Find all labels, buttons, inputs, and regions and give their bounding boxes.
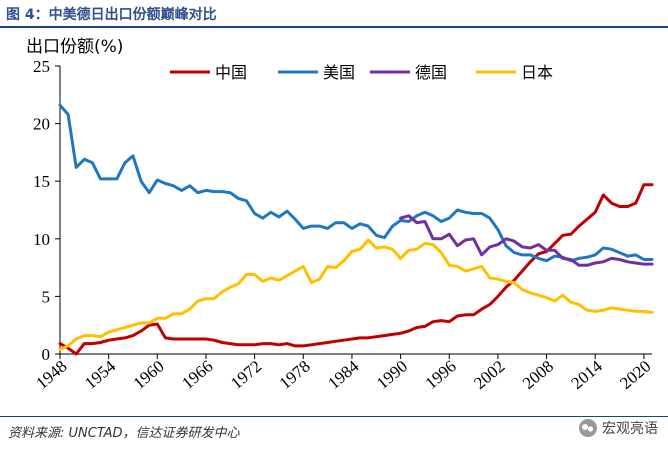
x-tick-label: 1978 bbox=[276, 357, 314, 393]
watermark: 宏观亮语 bbox=[578, 418, 658, 438]
legend-label: 中国 bbox=[215, 63, 247, 82]
series-layer bbox=[58, 103, 654, 356]
x-tick-label: 2020 bbox=[616, 357, 654, 393]
wechat-icon bbox=[579, 419, 597, 437]
x-tick-label: 1954 bbox=[81, 356, 120, 393]
x-tick-label: 2002 bbox=[470, 357, 508, 393]
legend-label: 美国 bbox=[323, 63, 355, 82]
series-line-3 bbox=[58, 238, 654, 351]
x-tick-label: 1966 bbox=[178, 357, 216, 393]
axes: 0 5 10 15 20 25 1948 1954 1960 1966 1972 1978 1984 19… bbox=[32, 57, 654, 393]
series-line-0 bbox=[58, 183, 654, 356]
source-rule bbox=[0, 416, 668, 417]
x-tick-label: 1960 bbox=[130, 357, 168, 393]
title-rule bbox=[0, 26, 668, 28]
x-tick-label: 2014 bbox=[568, 356, 607, 393]
y-tick-label: 25 bbox=[33, 57, 50, 76]
series-line-1 bbox=[58, 103, 654, 263]
y-tick-label: 10 bbox=[33, 230, 50, 249]
series-line-2 bbox=[399, 214, 654, 267]
y-tick-label: 15 bbox=[33, 172, 50, 191]
x-tick-label: 2008 bbox=[519, 357, 557, 393]
x-tick-label: 1972 bbox=[227, 357, 265, 393]
figure-title: 图 4：中美德日出口份额巅峰对比 bbox=[6, 7, 217, 23]
x-tick-label: 1948 bbox=[32, 357, 70, 393]
x-tick-label: 1996 bbox=[422, 357, 460, 393]
y-tick-label: 20 bbox=[33, 115, 50, 134]
x-tick-label: 1990 bbox=[373, 357, 411, 393]
legend: 中国 美国 德国 日本 bbox=[170, 63, 553, 82]
x-tick-label: 1984 bbox=[324, 356, 363, 393]
y-tick-label: 5 bbox=[42, 287, 51, 306]
legend-label: 德国 bbox=[415, 63, 447, 82]
watermark-text: 宏观亮语 bbox=[602, 421, 658, 437]
source-note: 资料来源: UNCTAD，信达证券研发中心 bbox=[8, 426, 240, 441]
legend-label: 日本 bbox=[521, 63, 553, 82]
y-axis-label: 出口份额(%) bbox=[26, 37, 123, 57]
y-tick-label: 0 bbox=[42, 345, 51, 364]
